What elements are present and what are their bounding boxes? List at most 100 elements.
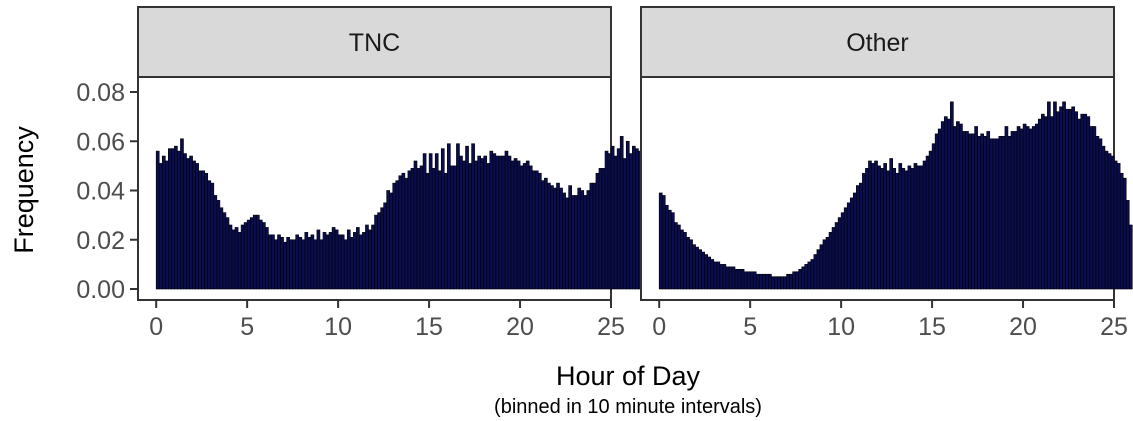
histogram-bar — [1044, 116, 1048, 290]
histogram-bar — [822, 239, 827, 290]
histogram-bar — [792, 271, 796, 290]
histogram-bar — [877, 165, 881, 290]
histogram-bar — [925, 155, 930, 290]
histogram-bar — [519, 165, 524, 290]
strip-background-other — [640, 6, 1115, 78]
histogram-bar — [755, 273, 760, 290]
histogram-bar — [965, 131, 969, 290]
histogram-bar — [1034, 123, 1039, 290]
histogram-bar — [501, 155, 506, 290]
histogram-bar — [689, 239, 693, 290]
histogram-bar — [456, 143, 460, 290]
histogram-bar — [1028, 128, 1033, 290]
histogram-bar — [295, 234, 300, 290]
histogram-bar — [719, 264, 724, 290]
histogram-bar — [789, 273, 793, 290]
histogram-bar — [595, 172, 600, 290]
histogram-bar — [913, 163, 918, 290]
histogram-bar — [1059, 106, 1063, 290]
histogram-bar — [289, 239, 293, 290]
histogram-bar — [528, 165, 533, 290]
histogram-bar — [419, 165, 424, 290]
histogram-bar — [898, 163, 903, 290]
histogram-bar — [246, 219, 251, 290]
histogram-bar — [483, 155, 488, 290]
histogram-bar — [1098, 138, 1103, 290]
histogram-bar — [1071, 106, 1075, 290]
histogram-bar — [1086, 116, 1091, 290]
histogram-bar — [504, 150, 509, 290]
facet-tnc: TNC 0 5 10 15 20 25 — [137, 6, 654, 341]
histogram-bar — [525, 160, 530, 290]
histogram-bar — [704, 254, 709, 290]
histogram-bar — [868, 160, 872, 290]
histogram-bar — [453, 165, 457, 290]
histogram-bar — [628, 153, 633, 290]
histogram-bar — [304, 232, 309, 290]
x-tick-label: 10 — [827, 313, 855, 341]
histogram-bar — [474, 160, 478, 290]
histogram-bar — [995, 138, 1000, 290]
histogram-bar — [901, 168, 906, 290]
histogram-bar — [164, 160, 169, 290]
histogram-bar — [674, 222, 678, 290]
histogram-bar — [1116, 163, 1121, 290]
histogram-bar — [174, 145, 178, 290]
histogram-bar — [1089, 126, 1094, 290]
histogram-bar — [1095, 136, 1100, 290]
histogram-bar — [749, 271, 754, 290]
histogram-bar — [807, 261, 812, 290]
histogram-bar — [710, 259, 715, 290]
x-tick-label: 25 — [1100, 313, 1128, 341]
x-tick-label: 15 — [918, 313, 946, 341]
histogram-bar — [831, 227, 836, 290]
histogram-bar — [731, 266, 736, 290]
x-axis-title: Hour of Day — [556, 361, 701, 391]
histogram-bar — [204, 172, 209, 290]
histogram-bar — [580, 190, 585, 290]
histogram-bar — [459, 155, 463, 290]
histogram-bar — [389, 192, 394, 290]
x-axis-subtitle: (binned in 10 minute intervals) — [494, 396, 762, 418]
histogram-bar — [571, 195, 575, 290]
histogram-bar — [1013, 131, 1018, 290]
histogram-bar — [322, 232, 327, 290]
histogram-bar — [258, 219, 263, 290]
histogram-bar — [186, 158, 190, 290]
strip-label-tnc: TNC — [349, 29, 400, 57]
histogram-bar — [959, 123, 963, 290]
histogram-bar — [252, 214, 257, 290]
histogram-bar — [771, 276, 775, 290]
histogram-bar — [443, 172, 448, 290]
histogram-bar — [155, 150, 160, 290]
histogram-bar — [937, 128, 942, 290]
histogram-bar — [1128, 224, 1133, 290]
histogram-bar — [516, 160, 521, 290]
y-tick-label: 0.04 — [76, 178, 125, 206]
histogram-bar — [962, 131, 966, 290]
histogram-bar — [1004, 126, 1009, 290]
x-tick-label: 5 — [240, 313, 254, 341]
histogram-bar — [1104, 150, 1109, 290]
histogram-bar — [298, 236, 303, 290]
x-tick-label: 0 — [652, 313, 666, 341]
histogram-bar — [219, 207, 224, 290]
histogram-bar — [574, 195, 579, 290]
histogram-bar — [234, 227, 239, 290]
histogram-bar — [977, 136, 981, 290]
histogram-bar — [386, 190, 391, 290]
histogram-bar — [410, 168, 415, 290]
histogram-bar — [271, 234, 275, 290]
histogram-bar — [377, 212, 381, 290]
histogram-bar — [489, 150, 494, 290]
histogram-bar — [413, 160, 418, 290]
histogram-bar — [265, 227, 269, 290]
histogram-bar — [568, 185, 572, 290]
histogram-bar — [1019, 128, 1024, 290]
histogram-bar — [268, 234, 272, 290]
histogram-bar — [531, 170, 536, 290]
histogram-bar — [768, 273, 772, 290]
histogram-bar — [365, 224, 369, 290]
histogram-bar — [801, 266, 806, 290]
histogram-bar — [677, 224, 681, 290]
